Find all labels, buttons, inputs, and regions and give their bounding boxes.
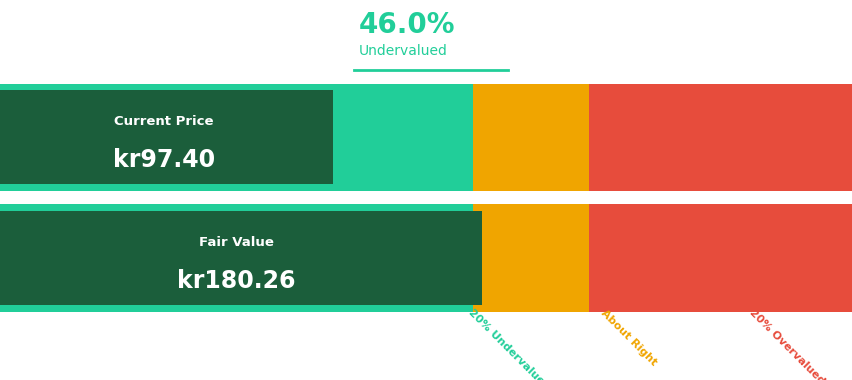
Bar xyxy=(588,84,852,191)
Bar xyxy=(0,211,481,305)
Text: Current Price: Current Price xyxy=(114,115,214,128)
Text: 46.0%: 46.0% xyxy=(358,11,454,40)
Text: 20% Overvalued: 20% Overvalued xyxy=(747,308,826,380)
Text: kr180.26: kr180.26 xyxy=(177,269,296,293)
Bar xyxy=(0,204,852,312)
Bar xyxy=(473,204,588,312)
Bar xyxy=(473,84,588,191)
Text: kr97.40: kr97.40 xyxy=(113,148,215,172)
Text: Undervalued: Undervalued xyxy=(358,44,446,58)
Text: 20% Undervalued: 20% Undervalued xyxy=(466,308,550,380)
Bar xyxy=(0,84,852,191)
Text: Fair Value: Fair Value xyxy=(199,236,273,249)
Text: About Right: About Right xyxy=(598,308,658,367)
Bar xyxy=(0,90,332,184)
Bar xyxy=(588,204,852,312)
